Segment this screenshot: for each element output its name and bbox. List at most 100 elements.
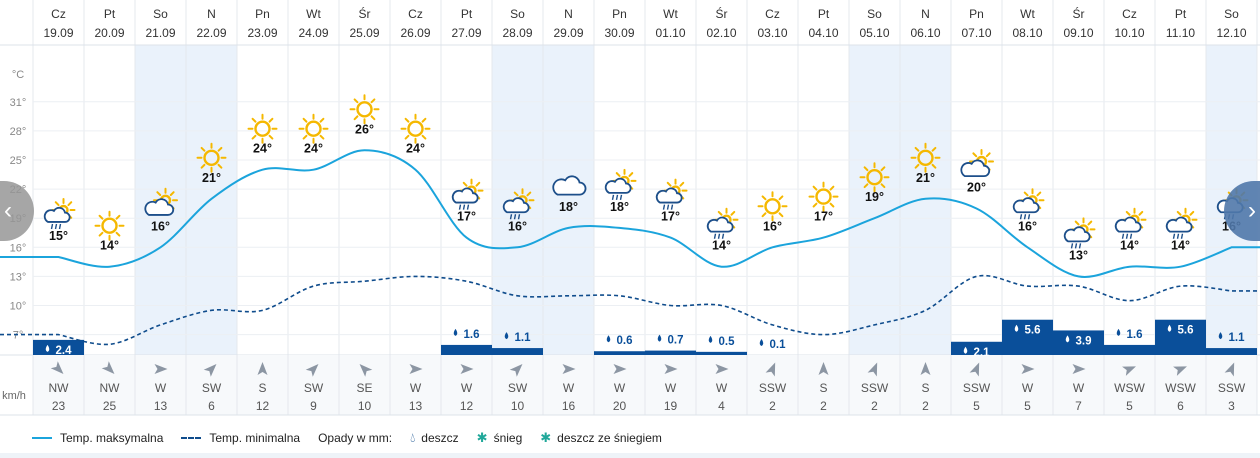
raindrop-icon [1167, 324, 1172, 332]
sun-ray [169, 191, 175, 196]
legend-mixed-label: deszcz ze śniegiem [557, 431, 662, 445]
rain-streak [1023, 214, 1027, 220]
precip-label [1116, 328, 1121, 336]
sun-ray [914, 146, 920, 152]
rain-streak [1125, 233, 1129, 239]
rain-sun-icon [43, 198, 76, 230]
max-temp-label: 13° [1069, 248, 1088, 262]
precip-bar [1155, 319, 1206, 355]
cloud-shape [1063, 226, 1091, 243]
cloud-shape [1012, 197, 1040, 214]
rain-streak [1176, 233, 1180, 239]
rain-sun-icon [706, 207, 739, 239]
wind-direction-label: SW [202, 381, 222, 395]
rain-streak [58, 223, 62, 230]
precip-bar [696, 351, 747, 355]
precip-bar [645, 350, 696, 355]
date-label: 26.09 [400, 26, 430, 40]
wind-arrow-icon [1224, 362, 1235, 377]
raindrop-icon [708, 335, 713, 343]
precip-label [657, 334, 662, 342]
wind-arrow-shape [818, 362, 829, 375]
sun-ray [98, 214, 104, 220]
precip-value: 5.6 [1025, 325, 1041, 337]
sun-ray [730, 210, 736, 216]
sun-ray [931, 146, 937, 152]
wind-arrow-shape [613, 364, 627, 374]
wind-speed-label: 5 [1126, 399, 1133, 413]
sun-ray [54, 201, 60, 207]
wind-arrow-icon [664, 364, 678, 374]
date-label: 04.10 [808, 26, 838, 40]
wind-speed-label: 19 [664, 399, 678, 413]
rain-streak [713, 233, 717, 239]
wind-arrow-icon [1173, 366, 1187, 376]
date-label: 19.09 [43, 26, 73, 40]
max-temp-label: 15° [49, 229, 68, 243]
cloud-shape [1114, 216, 1142, 233]
weekday-label: Śr [716, 6, 728, 21]
wind-direction-label: W [563, 381, 575, 395]
max-temp-label: 18° [559, 200, 578, 214]
y-tick-label: 31° [10, 97, 27, 109]
wind-direction-label: S [921, 381, 929, 395]
wind-direction-label: NW [49, 381, 70, 395]
rain-sun-icon [1012, 188, 1045, 220]
date-label: 09.10 [1063, 26, 1093, 40]
rain-streak [50, 223, 54, 230]
wind-arrow-icon [101, 361, 115, 374]
y-tick-label: 25° [10, 155, 27, 167]
legend: Temp. maksymalna Temp. minimalna Opady w… [32, 428, 680, 448]
wind-speed-label: 7 [1075, 399, 1082, 413]
sun-ray [666, 181, 672, 187]
wind-speed-label: 13 [154, 399, 168, 413]
wind-direction-label: W [155, 381, 167, 395]
legend-max: Temp. maksymalna [32, 431, 163, 445]
wind-arrow-shape [1122, 366, 1136, 376]
sun-icon [298, 113, 329, 144]
sun-ray [972, 152, 978, 158]
raindrop-icon [45, 344, 50, 352]
wind-arrow-icon [1122, 366, 1136, 376]
chevron-left-icon: ‹ [4, 197, 12, 224]
sleet-icon: ✱ [540, 430, 552, 445]
max-temp-label: 17° [661, 210, 680, 224]
rain-sun-icon [655, 178, 688, 210]
wind-arrow-shape [664, 364, 678, 374]
weekday-label: Pn [612, 7, 627, 21]
wind-speed-label: 25 [103, 399, 117, 413]
wind-direction-label: SSW [963, 381, 991, 395]
max-temp-label: 21° [916, 171, 935, 185]
weekday-label: N [207, 7, 216, 21]
sun-disc [203, 149, 220, 167]
date-label: 06.10 [910, 26, 940, 40]
precip-value: 3.9 [1076, 335, 1092, 347]
date-label: 12.10 [1216, 26, 1246, 40]
rain-streak [462, 204, 466, 210]
sun-icon [349, 94, 380, 125]
sun-icon [247, 113, 278, 144]
sun-icon [859, 162, 890, 193]
precip-bar [1053, 330, 1104, 355]
sun-ray [778, 212, 784, 218]
sun-ray [421, 117, 427, 123]
y-unit-label: °C [12, 69, 24, 81]
rain-streak [1180, 233, 1184, 239]
precip-value: 0.7 [668, 335, 684, 347]
cloud-icon [552, 175, 587, 196]
sun-ray [268, 117, 274, 123]
date-label: 21.09 [145, 26, 175, 40]
weekday-label: Pt [461, 7, 473, 21]
wind-direction-label: SE [356, 381, 372, 395]
y-tick-label: 16° [10, 242, 27, 254]
wind-arrow-icon [509, 364, 523, 377]
legend-rain: 💧︎ deszcz [410, 430, 459, 446]
precip-label [1014, 324, 1019, 332]
wind-speed-label: 9 [310, 399, 317, 413]
weekday-label: Pt [104, 7, 116, 21]
max-temp-label: 16° [763, 219, 782, 233]
sun-disc [917, 149, 934, 167]
cloud-shape [451, 187, 479, 204]
max-temp-line [0, 149, 1260, 278]
rain-sun-icon [1165, 207, 1198, 239]
